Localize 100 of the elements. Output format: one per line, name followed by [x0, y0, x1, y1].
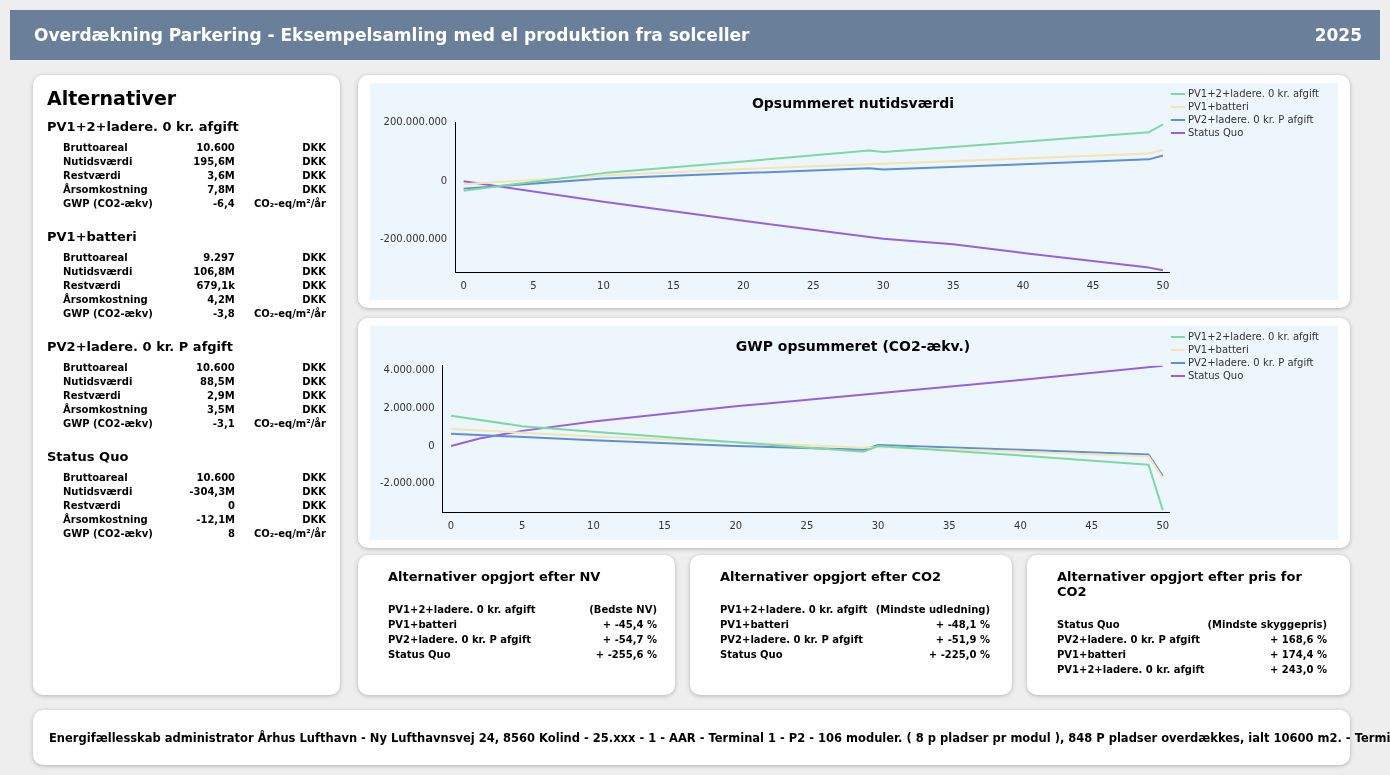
x-tick-label: 10	[587, 519, 600, 531]
text: Restværdi	[63, 498, 122, 512]
text: 195,6M	[192, 154, 235, 168]
text: (Mindste udledning)	[874, 603, 990, 617]
text: 3,6M	[206, 168, 235, 182]
text: Nutidsværdi	[63, 264, 134, 278]
text: DKK	[301, 470, 326, 484]
x-tick-label: 35	[942, 519, 956, 531]
text: DKK	[301, 168, 326, 182]
text: PV2+ladere. 0 kr. P afgift	[47, 339, 234, 354]
text: PV2+ladere. 0 kr. P afgift	[388, 633, 533, 647]
x-tick-label: 45	[1085, 519, 1098, 531]
text: Energifællesskab administrator Århus Lufthavn - Ny Lufthavnsvej 24, 8560 Kolind - 25.xxx - 1 - AAR - Terminal 1 - P2 - 106 moduler. ( 8 p pladser pr modul ), 848 P pladser overdækkes, ialt 10600 m2. - Termi	[49, 728, 1390, 747]
legend-label: Status Quo	[1187, 369, 1244, 381]
legend-label: PV1+batteri	[1187, 343, 1249, 355]
text: 679,1k	[195, 278, 235, 292]
text: DKK	[301, 140, 326, 154]
text: + -45,4 %	[601, 618, 657, 632]
y-tick-label: 200.000.000	[383, 116, 448, 128]
x-tick-label: 40	[1014, 519, 1027, 531]
x-tick-label: 40	[1016, 279, 1030, 291]
x-tick-label: 0	[460, 279, 467, 291]
text: Status Quo	[47, 449, 130, 464]
text: Bruttoareal	[63, 360, 129, 374]
x-tick-label: 20	[736, 279, 750, 291]
x-tick-label: 5	[530, 279, 537, 291]
x-tick-label: 15	[667, 279, 680, 291]
text: 106,8M	[192, 264, 235, 278]
text: DKK	[301, 278, 326, 292]
x-tick-label: 20	[729, 519, 743, 531]
text: Årsomkostning	[63, 182, 149, 196]
text: 10.600	[195, 470, 236, 484]
text: Alternativer	[47, 87, 178, 109]
text: DKK	[301, 388, 326, 402]
x-tick-label: 10	[597, 279, 610, 291]
text: DKK	[301, 182, 326, 196]
y-tick-label: 0	[428, 439, 435, 451]
text: CO₂-eq/m²/år	[252, 526, 326, 540]
text: (Mindste skyggepris)	[1207, 618, 1327, 632]
legend-label: PV2+ladere. 0 kr. P afgift	[1187, 356, 1314, 368]
text: Bruttoareal	[63, 140, 129, 154]
x-tick-label: 30	[876, 279, 890, 291]
text: PV1+2+ladere. 0 kr. afgift	[720, 603, 869, 617]
text: PV2+ladere. 0 kr. P afgift	[720, 633, 865, 647]
text: CO₂-eq/m²/år	[252, 196, 326, 210]
text: DKK	[301, 498, 326, 512]
text: PV1+2+ladere. 0 kr. afgift	[388, 603, 537, 617]
chart-title: Opsummeret nutidsværdi	[751, 95, 955, 112]
text: PV1+batteri	[388, 618, 458, 632]
text: DKK	[301, 250, 326, 264]
text: DKK	[301, 292, 326, 306]
text: DKK	[301, 154, 326, 168]
text: + -225,0 %	[927, 648, 990, 662]
x-tick-label: 35	[946, 279, 960, 291]
text: GWP (CO2-ækv)	[63, 306, 154, 320]
text: 4,2M	[206, 292, 235, 306]
text: DKK	[301, 360, 326, 374]
legend-label: PV1+2+ladere. 0 kr. afgift	[1187, 330, 1320, 342]
text: + 243,0 %	[1269, 663, 1327, 677]
text: Alternativer opgjort efter NV	[388, 569, 602, 584]
text: Alternativer opgjort efter CO2	[720, 569, 943, 584]
text: DKK	[301, 512, 326, 526]
text: PV1+2+ladere. 0 kr. afgift	[47, 119, 240, 134]
text: Nutidsværdi	[63, 484, 134, 498]
text: Status Quo	[388, 648, 452, 662]
x-tick-label: 50	[1156, 279, 1170, 291]
text: 88,5M	[199, 374, 235, 388]
text: -6,4	[211, 196, 235, 210]
chart-title: GWP opsummeret (CO2-ækv.)	[735, 338, 971, 355]
text: -12,1M	[195, 512, 236, 526]
text: CO₂-eq/m²/år	[252, 306, 326, 320]
legend-label: PV1+batteri	[1187, 100, 1249, 112]
x-tick-label: 25	[806, 279, 820, 291]
text: Nutidsværdi	[63, 374, 134, 388]
x-tick-label: 25	[800, 519, 814, 531]
text: Bruttoareal	[63, 470, 129, 484]
text: 0	[227, 498, 236, 512]
text: + -255,6 %	[594, 648, 657, 662]
text: -3,1	[211, 416, 235, 430]
x-tick-label: 50	[1156, 519, 1170, 531]
text: DKK	[301, 484, 326, 498]
text: 10.600	[195, 360, 235, 374]
text: + -48,1 %	[934, 618, 990, 632]
text: 3,5M	[206, 402, 235, 416]
text: PV1+2+ladere. 0 kr. afgift	[1057, 663, 1206, 677]
text: DKK	[301, 264, 326, 278]
text: Restværdi	[63, 168, 122, 182]
x-tick-label: 45	[1086, 279, 1100, 291]
text: GWP (CO2-ækv)	[63, 416, 154, 430]
text: Bruttoareal	[63, 250, 129, 264]
x-tick-label: 5	[519, 519, 526, 531]
text: Restværdi	[63, 278, 122, 292]
text: PV1+batteri	[720, 618, 790, 632]
text: Årsomkostning	[63, 292, 149, 306]
text: 10.600	[195, 140, 235, 154]
y-tick-label: -200.000.000	[379, 233, 448, 245]
text: 8	[227, 526, 236, 540]
text: Status Quo	[720, 648, 784, 662]
legend-label: PV2+ladere. 0 kr. P afgift	[1187, 113, 1314, 125]
text: DKK	[301, 374, 326, 388]
